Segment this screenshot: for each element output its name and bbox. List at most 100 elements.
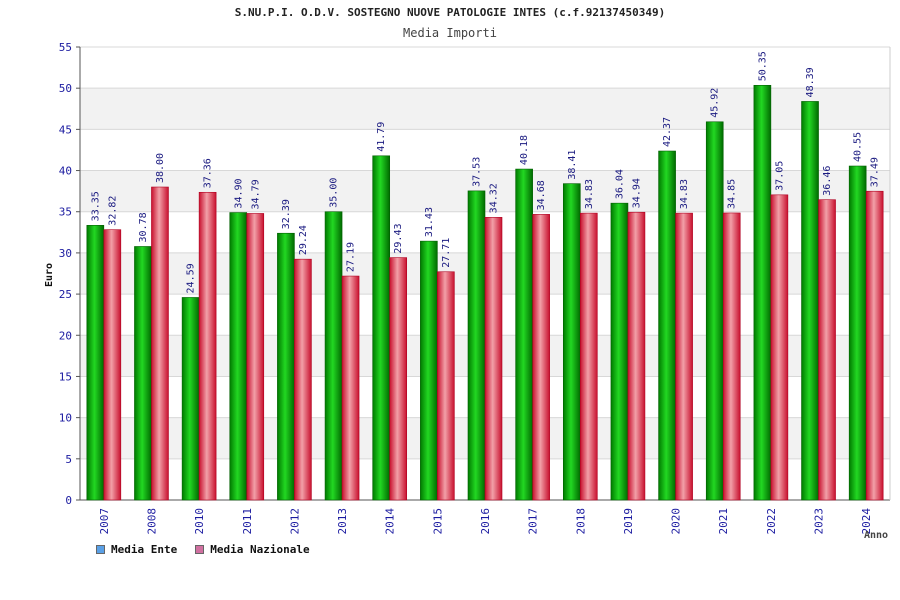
data-label: 37.36 [203,158,214,188]
bar-media-nazionale [818,199,836,501]
data-label: 34.68 [536,180,547,210]
legend-swatch-nazionale [195,545,205,554]
data-label: 48.39 [805,67,816,97]
y-tick-label: 35 [59,206,72,219]
data-label: 30.78 [138,212,149,242]
data-label: 40.55 [853,132,864,162]
data-label: 24.59 [186,263,197,293]
bar-media-nazionale [722,212,741,501]
data-label: 34.83 [679,179,690,209]
y-tick-label: 50 [59,82,72,95]
x-tick-label: 2016 [479,508,492,535]
data-label: 34.90 [233,178,244,208]
bar-media-ente [515,168,533,501]
bar-media-nazionale [579,212,598,501]
x-tick-label: 2020 [670,508,683,535]
bar-media-ente [658,150,676,501]
bar-media-ente [372,155,391,501]
x-tick-label: 2018 [574,508,587,535]
data-label: 32.82 [107,196,118,226]
x-tick-label: 2013 [336,508,349,535]
y-tick-label: 45 [59,123,72,136]
bar-media-ente [848,165,867,501]
data-label: 29.43 [393,223,404,253]
bar-media-ente [181,297,200,501]
data-label: 33.35 [90,191,101,221]
data-label: 34.32 [489,183,500,213]
bar-media-nazionale [294,258,312,501]
data-label: 37.05 [774,161,785,191]
y-tick-label: 10 [59,412,72,425]
bar-media-nazionale [389,257,408,501]
bar-media-ente [324,211,343,501]
bar-media-ente [562,183,581,501]
data-label: 27.19 [346,242,357,272]
data-label: 38.00 [155,153,166,183]
y-axis-label: Euro [44,263,55,287]
data-label: 40.18 [519,135,530,165]
bar-media-nazionale [437,271,455,501]
bar-media-nazionale [246,213,265,501]
chart-subtitle: Media Importi [403,26,497,40]
data-label: 36.04 [614,169,625,199]
bar-media-nazionale [341,275,360,501]
y-tick-label: 55 [59,41,72,54]
bar-media-nazionale [532,214,550,501]
bar-media-nazionale [770,194,789,501]
data-label: 34.94 [631,178,642,208]
data-label: 50.35 [757,51,768,81]
y-tick-label: 0 [65,494,72,507]
legend-item-ente: Media Ente [96,543,177,556]
bar-media-nazionale [103,229,122,501]
bar-media-nazionale [198,191,217,501]
bar-media-ente [705,121,724,501]
bar-media-ente [134,246,152,501]
data-label: 34.83 [584,179,595,209]
y-tick-label: 15 [59,370,72,383]
x-tick-label: 2008 [145,508,158,535]
data-label: 34.85 [727,179,738,209]
x-tick-label: 2015 [431,508,444,535]
x-tick-label: 2011 [241,508,254,535]
x-tick-label: 2014 [384,508,397,535]
bar-media-nazionale [484,217,503,501]
data-label: 45.92 [710,88,721,118]
data-label: 42.37 [662,117,673,147]
bar-media-ente [420,240,438,501]
y-tick-label: 40 [59,165,72,178]
bar-media-ente [610,202,629,501]
legend-label-ente: Media Ente [111,543,178,556]
bar-media-nazionale [675,212,693,501]
data-label: 41.79 [376,122,387,152]
y-tick-label: 25 [59,288,72,301]
legend-label-nazionale: Media Nazionale [210,543,310,556]
data-label: 36.46 [822,166,833,196]
data-label: 35.00 [329,178,340,208]
bar-media-ente [801,101,819,501]
bar-media-nazionale [627,211,646,501]
bar-media-ente [277,232,295,501]
data-label: 29.24 [298,225,309,255]
bar-media-ente [86,225,105,501]
y-tick-label: 20 [59,329,72,342]
data-label: 31.43 [424,207,435,237]
y-tick-label: 30 [59,247,72,260]
bar-media-ente [467,190,486,501]
data-label: 34.79 [250,179,261,209]
chart-title: S.NU.P.I. O.D.V. SOSTEGNO NUOVE PATOLOGI… [234,6,666,19]
bar-media-nazionale [865,190,884,501]
bar-media-ente [229,212,248,501]
x-axis-label: Anno [864,530,888,541]
bar-media-ente [753,84,772,501]
x-tick-label: 2019 [622,508,635,535]
x-tick-label: 2024 [860,508,873,535]
x-tick-label: 2017 [527,508,540,535]
data-label: 37.53 [472,157,483,187]
x-tick-label: 2007 [98,508,111,535]
y-tick-label: 5 [65,453,72,466]
legend-swatch-ente [96,545,105,554]
data-label: 38.41 [567,150,578,180]
bar-media-nazionale [151,186,169,501]
legend-item-nazionale: Media Nazionale [195,543,310,556]
